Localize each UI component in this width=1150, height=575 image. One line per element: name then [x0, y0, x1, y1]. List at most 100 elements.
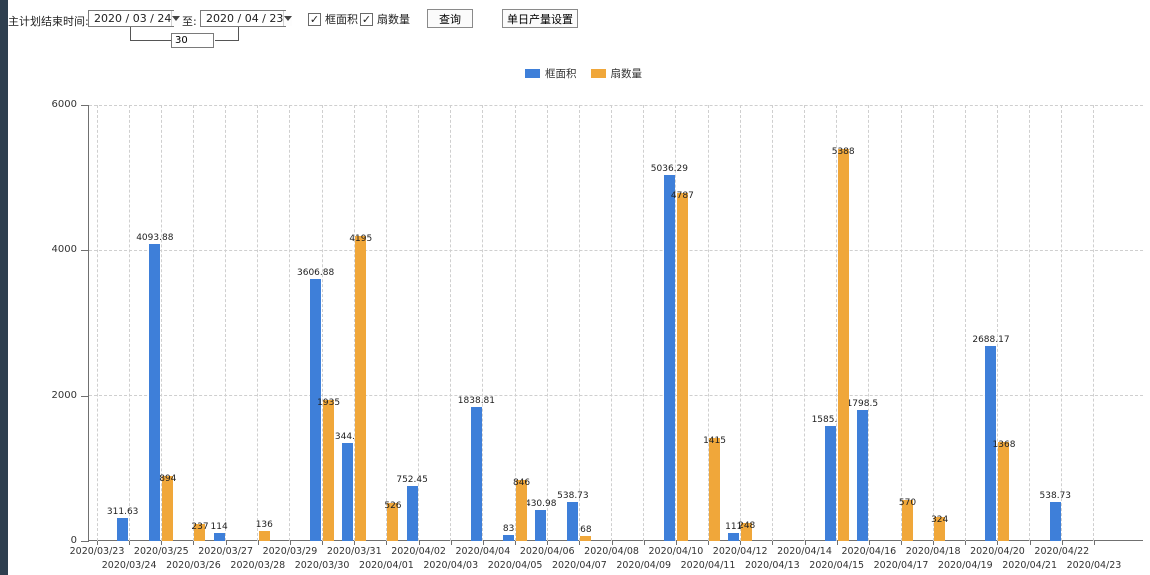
x-axis-label: 2020/04/03: [423, 560, 479, 571]
x-axis-tick: [515, 541, 517, 545]
gridline-vertical: [578, 105, 580, 541]
x-axis-label: 2020/04/10: [648, 546, 704, 557]
x-axis-tick: [161, 541, 163, 545]
to-label: 至:: [182, 15, 197, 28]
bar-value-label: 1415: [703, 436, 726, 447]
checkbox-checked-icon[interactable]: ✓: [308, 12, 321, 26]
x-axis-tick: [97, 541, 98, 545]
frame-area-checkbox-label: 框面积: [325, 13, 358, 26]
gridline-vertical: [707, 105, 709, 541]
x-axis-tick: [450, 541, 452, 545]
bar-value-label: 846: [512, 477, 531, 488]
x-axis-label: 2020/03/24: [101, 560, 157, 571]
gridline-vertical: [1093, 105, 1095, 541]
x-axis-label: 2020/04/09: [616, 560, 672, 571]
bar-value-label: 248: [738, 520, 756, 531]
bar-value-label: 136: [255, 520, 273, 531]
checkbox-checked-icon[interactable]: ✓: [360, 12, 373, 26]
x-axis-tick: [804, 541, 806, 545]
gridline-vertical: [289, 105, 291, 541]
bar-value-label: 4195: [349, 234, 373, 245]
connector-line: [215, 40, 239, 41]
x-axis-tick: [740, 541, 742, 545]
x-axis-label: 2020/04/14: [777, 546, 832, 557]
gridline-vertical: [611, 105, 613, 541]
gridline-horizontal: [89, 249, 1143, 251]
bar-value-label: 4093.88: [136, 232, 174, 243]
bar-value-label: 68: [580, 525, 592, 536]
query-button[interactable]: 查询: [427, 9, 473, 28]
bar-sash-count: [387, 502, 399, 541]
frame-area-checkbox[interactable]: ✓ 框面积: [308, 11, 358, 27]
x-axis-label: 2020/04/06: [519, 546, 575, 557]
left-edge-strip: [0, 0, 8, 575]
bar-value-label: 1935: [317, 398, 341, 409]
x-axis-label: 2020/04/20: [970, 546, 1025, 557]
chevron-down-icon: [284, 16, 293, 21]
plan-end-time-label: 主计划结束时间:: [8, 15, 89, 28]
days-count-input[interactable]: [171, 33, 214, 48]
x-axis-label: 2020/03/28: [230, 560, 286, 571]
bar-value-label: 83: [502, 523, 515, 534]
bar-sash-count: [194, 523, 206, 541]
bar-frame-area: [117, 518, 129, 541]
bar-frame-area: [1049, 501, 1061, 541]
daily-output-settings-button[interactable]: 单日产量设置: [502, 9, 578, 28]
date-to-value: 2020 / 04 / 23: [206, 12, 284, 25]
y-axis-label: 2000: [51, 389, 77, 401]
bar-value-label: 752.45: [396, 475, 428, 486]
bar-sash-count: [516, 479, 528, 541]
sash-count-checkbox[interactable]: ✓ 扇数量: [360, 11, 410, 27]
x-axis-tick: [547, 541, 549, 545]
x-axis-label: 2020/04/11: [680, 560, 736, 571]
x-axis-label: 2020/03/25: [133, 546, 189, 557]
x-axis-tick: [193, 541, 195, 545]
bar-value-label: 2688.17: [972, 334, 1010, 345]
x-axis-tick: [579, 541, 581, 545]
x-axis-label: 2020/04/02: [391, 546, 446, 557]
gridline-vertical: [450, 105, 452, 541]
bar-value-label: 526: [384, 500, 402, 511]
x-axis-label: 2020/04/13: [744, 560, 800, 571]
y-axis-tick: [81, 541, 89, 542]
x-axis-tick: [386, 541, 388, 545]
x-axis-label: 2020/03/29: [262, 546, 318, 557]
bar-sash-count: [934, 517, 946, 541]
gridline-vertical: [160, 105, 162, 541]
x-axis-label: 2020/04/01: [359, 560, 414, 571]
bar-frame-area: [149, 243, 161, 541]
gridline-vertical: [514, 105, 516, 541]
x-axis-label: 2020/03/27: [198, 546, 253, 557]
x-axis-tick: [1093, 541, 1095, 545]
connector-line: [130, 27, 131, 41]
gridline-vertical: [257, 105, 259, 541]
y-axis-tick: [81, 105, 89, 106]
bar-value-label: 324: [931, 515, 949, 526]
bar-frame-area: [663, 175, 675, 541]
date-to-picker[interactable]: 2020 / 04 / 23: [200, 10, 293, 27]
gridline-horizontal: [89, 104, 1143, 106]
x-axis-label: 2020/04/08: [584, 546, 639, 557]
bar-sash-count: [355, 236, 367, 541]
bar-value-label: 538.73: [1039, 490, 1072, 501]
x-axis-label: 2020/04/04: [455, 546, 511, 557]
x-axis-tick: [225, 541, 227, 545]
toolbar: 主计划结束时间: 2020 / 03 / 24 至: 2020 / 04 / 2…: [8, 0, 1150, 56]
date-from-dropdown-button[interactable]: [171, 11, 181, 26]
bar-sash-count: [580, 536, 592, 541]
bar-sash-count: [741, 522, 753, 541]
bar-value-label: 237: [191, 521, 209, 532]
x-axis-tick: [354, 541, 356, 545]
bar-value-label: 114: [210, 521, 228, 532]
bar-frame-area: [856, 410, 868, 541]
bar-sash-count: [902, 499, 913, 541]
bar-frame-area: [824, 425, 836, 541]
date-from-picker[interactable]: 2020 / 03 / 24: [88, 10, 181, 27]
bar-value-label: 1585.96: [811, 414, 849, 425]
date-to-dropdown-button[interactable]: [283, 11, 293, 26]
gridline-vertical: [96, 105, 98, 541]
bar-value-label: 538.73: [557, 490, 589, 501]
gridline-vertical: [418, 105, 420, 541]
gridline-horizontal: [89, 395, 1143, 397]
gridline-vertical: [739, 105, 741, 541]
